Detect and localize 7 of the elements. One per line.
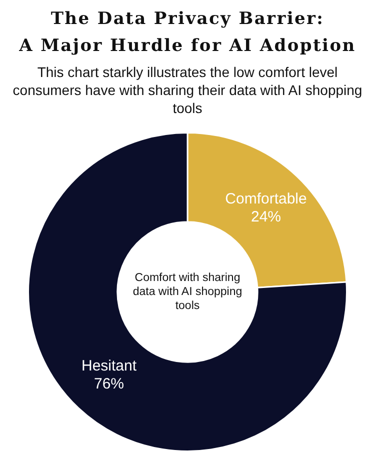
text: Comfort with sharing data with AI shopping tools	[132, 271, 244, 313]
slice-label: Hesitant	[81, 358, 138, 375]
data-label: 24%	[250, 208, 282, 226]
data-label: 76%	[94, 376, 124, 393]
chart-subtitle: This chart starkly illustrates the low comfort level consumers have with sharing their data with AI shopping tools	[12, 63, 364, 117]
chart-title: The Data Privacy Barrier: A Major Hurdle for AI Adoption	[18, 8, 357, 58]
slice-label: Comfortable	[225, 190, 307, 208]
